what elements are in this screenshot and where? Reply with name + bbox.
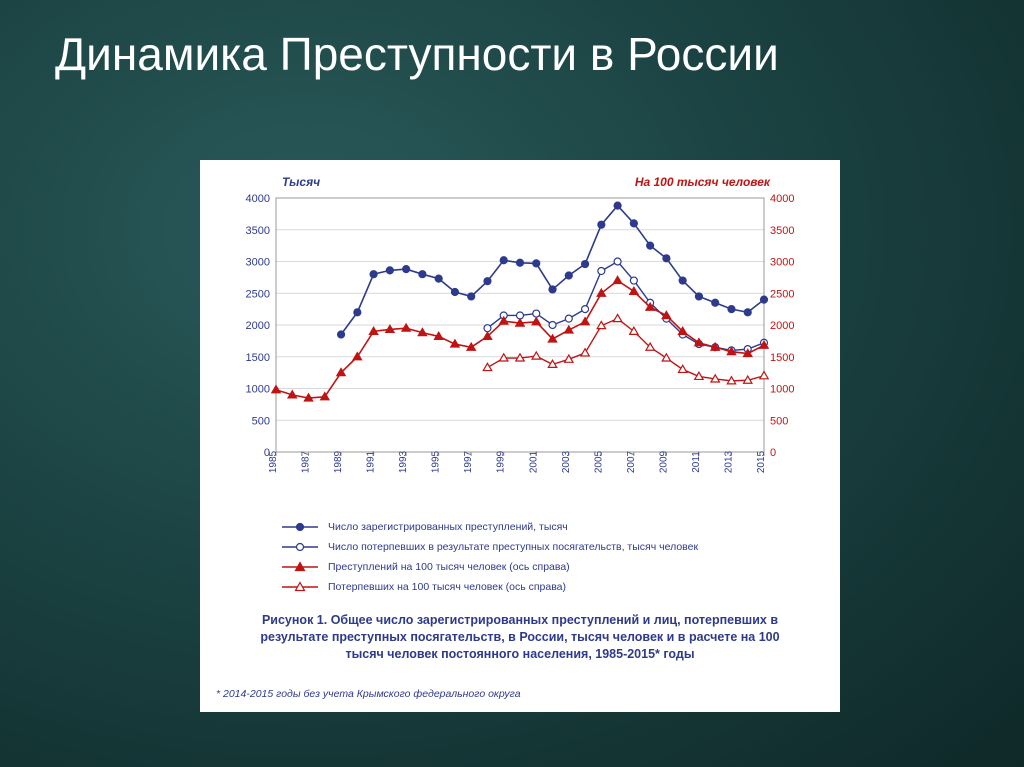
svg-text:4000: 4000: [770, 193, 794, 205]
svg-text:3500: 3500: [246, 225, 270, 237]
svg-text:2500: 2500: [770, 288, 794, 300]
legend-label: Число потерпевших в результате преступны…: [328, 541, 698, 553]
slide: Динамика Преступности в России Тысяч На 1…: [0, 0, 1024, 767]
svg-text:2007: 2007: [626, 450, 637, 473]
svg-text:На 100 тысяч человек: На 100 тысяч человек: [635, 175, 771, 189]
svg-text:2001: 2001: [528, 450, 539, 473]
svg-text:1999: 1999: [496, 450, 507, 473]
svg-text:0: 0: [770, 447, 776, 459]
svg-text:1985: 1985: [268, 450, 279, 473]
figure-footnote: * 2014-2015 годы без учета Крымского фед…: [216, 688, 521, 700]
svg-text:1500: 1500: [246, 352, 270, 364]
svg-text:3500: 3500: [770, 225, 794, 237]
svg-text:4000: 4000: [246, 193, 270, 205]
svg-text:1500: 1500: [770, 352, 794, 364]
svg-text:2011: 2011: [691, 451, 702, 473]
figure-caption: Рисунок 1. Общее число зарегистрированны…: [240, 612, 800, 663]
svg-text:1000: 1000: [246, 384, 270, 396]
svg-text:500: 500: [770, 415, 788, 427]
svg-text:1993: 1993: [398, 450, 409, 473]
legend-label: Потерпевших на 100 тысяч человек (ось сп…: [328, 581, 566, 593]
legend-item: Преступлений на 100 тысяч человек (ось с…: [280, 560, 800, 574]
chart-legend: Число зарегистрированных преступлений, т…: [280, 520, 800, 600]
svg-text:1995: 1995: [431, 450, 442, 473]
svg-text:1989: 1989: [333, 450, 344, 473]
svg-text:2005: 2005: [593, 450, 604, 473]
chart-area: ТысячНа 100 тысяч человек005005001000100…: [228, 170, 812, 510]
svg-text:1987: 1987: [301, 450, 312, 473]
svg-text:2013: 2013: [723, 450, 734, 473]
legend-item: Число зарегистрированных преступлений, т…: [280, 520, 800, 534]
svg-text:2000: 2000: [770, 320, 794, 332]
svg-text:500: 500: [252, 415, 270, 427]
svg-text:2009: 2009: [658, 450, 669, 473]
svg-text:3000: 3000: [770, 257, 794, 269]
svg-text:2003: 2003: [561, 450, 572, 473]
legend-marker-icon: [280, 580, 320, 594]
svg-text:1997: 1997: [463, 450, 474, 473]
legend-marker-icon: [280, 520, 320, 534]
legend-marker-icon: [280, 560, 320, 574]
line-chart: ТысячНа 100 тысяч человек005005001000100…: [228, 170, 812, 510]
svg-text:Тысяч: Тысяч: [282, 175, 320, 189]
legend-label: Преступлений на 100 тысяч человек (ось с…: [328, 561, 570, 573]
svg-text:2000: 2000: [246, 320, 270, 332]
svg-text:1000: 1000: [770, 384, 794, 396]
slide-title: Динамика Преступности в России: [55, 28, 779, 81]
chart-panel: ТысячНа 100 тысяч человек005005001000100…: [200, 160, 840, 712]
legend-item: Число потерпевших в результате преступны…: [280, 540, 800, 554]
svg-text:1991: 1991: [366, 450, 377, 473]
legend-item: Потерпевших на 100 тысяч человек (ось сп…: [280, 580, 800, 594]
legend-marker-icon: [280, 540, 320, 554]
svg-text:2015: 2015: [756, 450, 767, 473]
svg-text:2500: 2500: [246, 288, 270, 300]
svg-text:3000: 3000: [246, 257, 270, 269]
legend-label: Число зарегистрированных преступлений, т…: [328, 521, 568, 533]
